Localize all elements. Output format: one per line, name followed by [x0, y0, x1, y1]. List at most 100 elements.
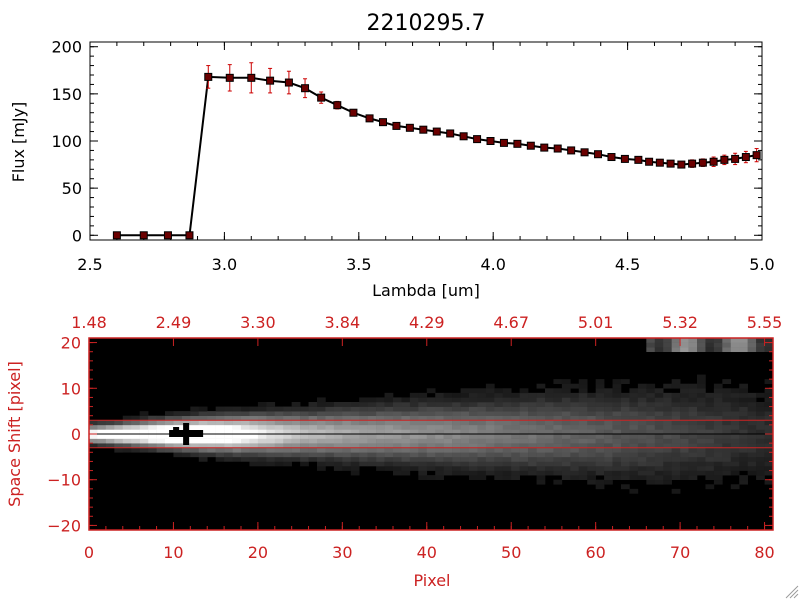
- image-pixel: [325, 411, 335, 417]
- image-pixel: [519, 447, 529, 453]
- image-pixel: [595, 447, 605, 453]
- image-pixel: [477, 470, 487, 476]
- image-pixel: [359, 438, 368, 444]
- image-pixel: [502, 447, 512, 453]
- image-pixel: [173, 411, 183, 417]
- image-pixel: [122, 415, 132, 421]
- data-point: [688, 159, 697, 168]
- image-pixel: [224, 434, 233, 439]
- image-pixel: [764, 438, 774, 444]
- image-pixel: [409, 434, 419, 439]
- image-pixel: [561, 420, 571, 426]
- image-pixel: [561, 443, 571, 449]
- image-pixel: [722, 342, 732, 348]
- image-pixel: [494, 420, 504, 426]
- image-pixel: [629, 475, 639, 481]
- image-pixel: [359, 411, 368, 417]
- image-pixel: [621, 470, 630, 476]
- image-pixel: [722, 402, 732, 407]
- image-pixel: [604, 466, 613, 471]
- image-pixel: [190, 415, 200, 421]
- image-pixel: [621, 484, 630, 490]
- image-pixel: [553, 438, 563, 444]
- image-pixel: [333, 420, 343, 426]
- image-pixel: [443, 456, 453, 462]
- image-pixel: [148, 447, 157, 453]
- image-pixel: [469, 470, 478, 476]
- image-pixel: [215, 406, 225, 412]
- image-pixel: [485, 461, 495, 467]
- image-pixel: [680, 415, 689, 421]
- image-pixel: [663, 397, 672, 403]
- data-point: [185, 231, 194, 240]
- image-pixel: [139, 411, 149, 417]
- image-pixel: [570, 424, 580, 430]
- image-pixel: [553, 429, 563, 435]
- image-pixel: [764, 447, 774, 453]
- image-pixel: [367, 456, 377, 462]
- image-pixel: [350, 424, 360, 430]
- image-pixel: [460, 456, 470, 462]
- image-pixel: [654, 415, 664, 421]
- image-pixel: [207, 415, 216, 421]
- image-pixel: [663, 466, 672, 471]
- data-point: [112, 231, 121, 240]
- image-pixel: [426, 466, 436, 471]
- image-pixel: [469, 392, 478, 398]
- image-pixel: [671, 488, 681, 494]
- image-pixel: [283, 411, 292, 417]
- image-pixel: [528, 415, 537, 421]
- x-tick-label: 4.5: [615, 255, 640, 274]
- data-point: [317, 93, 326, 102]
- image-pixel: [257, 420, 267, 426]
- resize-grip-icon[interactable]: [785, 585, 799, 599]
- image-pixel: [688, 397, 698, 403]
- image-pixel: [604, 392, 613, 398]
- image-pixel: [722, 388, 732, 394]
- image-pixel: [283, 447, 292, 453]
- image-pixel: [485, 429, 495, 435]
- image-pixel: [511, 424, 520, 430]
- image-pixel: [637, 397, 647, 403]
- image-pixel: [266, 402, 276, 407]
- image-pixel: [663, 338, 672, 343]
- image-pixel: [621, 415, 630, 421]
- image-pixel: [604, 429, 613, 435]
- image-pixel: [595, 402, 605, 407]
- image-pixel: [114, 434, 124, 439]
- image-pixel: [730, 470, 740, 476]
- image-pixel: [570, 438, 580, 444]
- image-pixel: [536, 475, 546, 481]
- image-pixel: [232, 456, 242, 462]
- image-pixel: [502, 420, 512, 426]
- data-point: [333, 101, 342, 110]
- image-pixel: [713, 338, 723, 343]
- image-pixel: [333, 406, 343, 412]
- image-pixel: [393, 461, 402, 467]
- image-pixel: [688, 466, 698, 471]
- image-pixel: [198, 411, 208, 417]
- image-pixel: [443, 470, 453, 476]
- wavelength-tick-label: 1.48: [71, 313, 107, 332]
- image-pixel: [536, 438, 546, 444]
- image-pixel: [190, 443, 200, 449]
- image-pixel: [384, 466, 394, 471]
- image-pixel: [376, 429, 385, 435]
- image-pixel: [469, 466, 478, 471]
- image-pixel: [190, 411, 200, 417]
- image-pixel: [570, 429, 580, 435]
- image-pixel: [443, 443, 453, 449]
- image-pixel: [291, 424, 301, 430]
- x-tick-label: 3.0: [212, 255, 237, 274]
- image-pixel: [578, 466, 588, 471]
- image-pixel: [519, 456, 529, 462]
- image-pixel: [409, 429, 419, 435]
- image-pixel: [705, 456, 715, 462]
- image-pixel: [367, 452, 377, 458]
- image-pixel: [688, 452, 698, 458]
- image-pixel: [705, 443, 715, 449]
- image-pixel: [688, 456, 698, 462]
- image-pixel: [730, 466, 740, 471]
- image-pixel: [477, 447, 487, 453]
- image-pixel: [545, 411, 554, 417]
